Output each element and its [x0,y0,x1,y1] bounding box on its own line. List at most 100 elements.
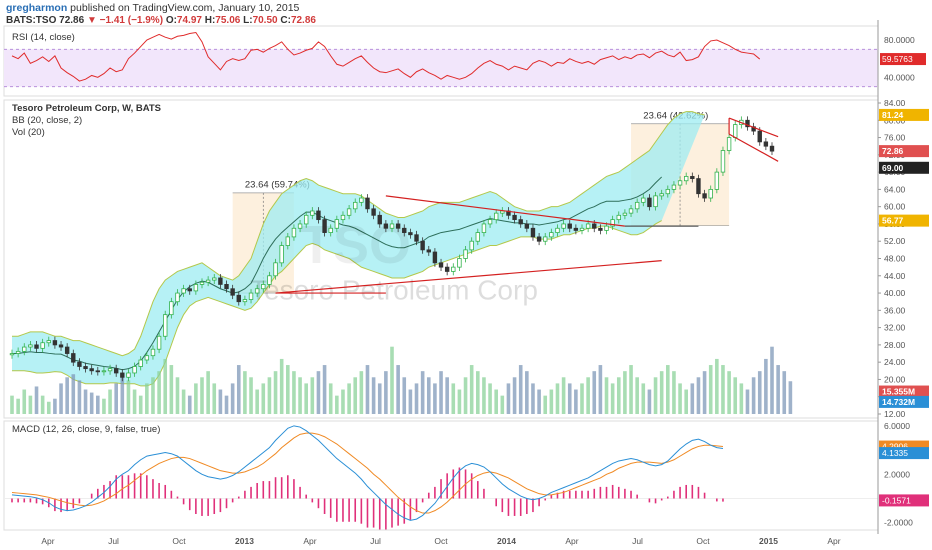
candle-body [34,344,39,349]
volume-bar [151,377,155,414]
quote-line: BATS:TSO 72.86 ▼ −1.41 (−1.9%) O:74.97 H… [6,15,316,27]
volume-bar [574,389,578,414]
price-axis-tick: 76.00 [884,133,906,143]
volume-bar [255,389,259,414]
candle-body [408,232,413,236]
volume-bar [715,358,719,414]
volume-bar [224,395,229,414]
price-badge [879,385,929,398]
candle-body [359,197,364,203]
macd-line [11,425,724,521]
volume-bar [390,346,394,414]
rsi-current-badge [880,53,926,66]
candle-body [659,193,664,197]
volume-bar [598,365,603,414]
volume-bar [89,392,94,414]
macd-signal-line [11,432,724,514]
volume-bar [690,383,695,414]
candle-body [696,178,701,195]
candle-body [169,301,174,316]
volume-bar [420,371,425,414]
candle-body [518,219,523,225]
volume-bar [145,383,149,414]
candle-body [113,368,119,374]
candle-body [101,370,107,373]
candle-body [708,188,713,199]
volume-bar [610,383,615,414]
time-axis-tick: 2013 [235,536,254,546]
candle-body [512,214,517,221]
time-axis-tick: 2015 [759,536,778,546]
price-panel: 84.0080.0076.0072.0068.0064.0060.0056.00… [3,98,929,419]
time-axis-tick: Jul [108,536,119,546]
volume-bar [788,381,793,414]
volume-bar [561,377,566,414]
price-axis-tick: 36.00 [884,305,906,315]
macd-badge [879,494,929,507]
volume-bar [298,377,302,414]
volume-bar [708,365,713,414]
candle-body [622,212,628,216]
macd-badge [879,447,929,460]
candle-body [156,335,162,350]
candle-body [316,210,321,221]
candle-body [248,292,254,300]
candle-body [120,372,125,378]
candle-body [720,150,726,173]
candle-body [463,249,468,259]
publish-info: published on TradingView.com, January 10… [67,2,300,14]
volume-bar [71,374,76,414]
time-axis-tick: Apr [303,536,316,546]
price-axis-tick: 60.00 [884,202,906,212]
volume-bar [53,398,57,414]
candle-body [340,214,346,221]
symbol[interactable]: BATS:TSO [6,15,57,26]
rsi-label: RSI (14, close) [12,32,75,43]
volume-bar [512,377,517,414]
author-link[interactable]: gregharmon [6,2,68,14]
candle-body [451,266,456,272]
candle-body [236,294,241,303]
volume-bar [506,383,511,414]
candle-body [671,184,677,190]
last-price: 72.86 [59,15,85,26]
candle-body [683,176,689,182]
macd-badge-text: -0.1571 [882,495,911,505]
watermark-symbol: TSO [300,215,411,275]
candle-body [567,223,572,229]
candle-body [310,210,315,216]
candle-body [389,223,395,229]
time-axis-tick: Oct [434,536,448,546]
rsi-line [11,31,761,82]
volume-bar [347,383,351,414]
bb-label: BB (20, close, 2) [12,115,82,126]
close-label: C: [280,15,291,26]
price-change: −1.41 (−1.9%) [99,15,164,26]
volume-bar [34,386,39,414]
trend-line [728,133,779,162]
candle-body [481,223,487,233]
volume-bar [433,383,437,414]
candle-body [402,227,407,233]
volume-bar [580,383,584,414]
volume-bar [678,383,682,414]
candle-body [628,208,634,214]
high-value: 75.06 [215,15,241,26]
candle-body [616,214,621,221]
volume-bar [494,389,498,414]
volume-bar [59,383,63,414]
candle-body [28,344,33,348]
candle-body [212,277,217,281]
candle-body [15,350,21,354]
bollinger-upper [12,111,705,357]
volume-bar [304,383,308,414]
volume-bar [402,377,407,414]
candle-body [469,240,474,251]
candle-body [9,353,15,356]
volume-bar [745,389,750,414]
low-value: 70.50 [252,15,278,26]
volume-bar [776,365,780,414]
volume-bar [543,395,548,414]
main-title: Tesoro Petroleum Corp, W, BATS [12,103,161,114]
